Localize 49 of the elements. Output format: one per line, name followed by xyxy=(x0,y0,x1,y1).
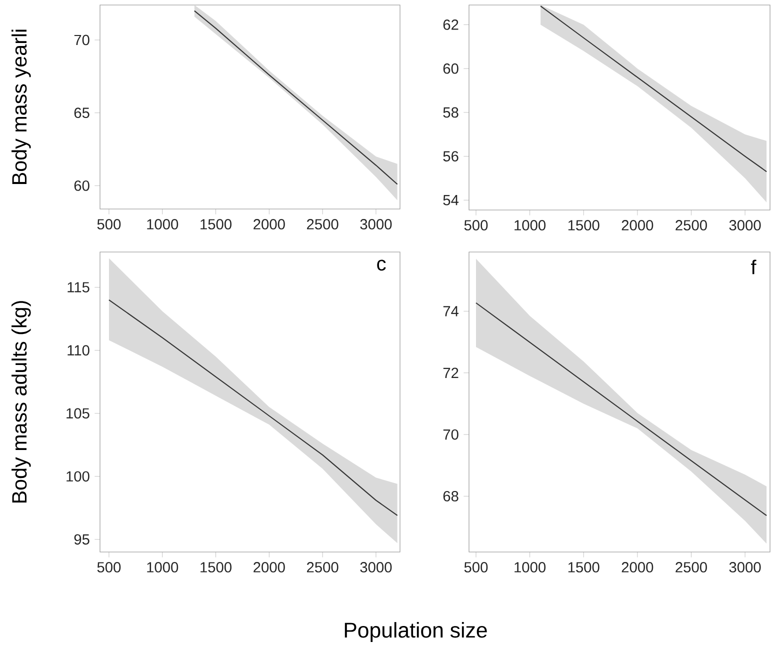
line-series xyxy=(540,6,768,172)
y-axis-title: Body mass adults (kg) xyxy=(12,301,31,503)
y-tick-label: 68 xyxy=(443,491,458,502)
x-tick-label: 1500 xyxy=(568,220,600,230)
x-tick-label: 1000 xyxy=(514,562,546,572)
x-tick-label: 3000 xyxy=(729,220,761,230)
x-tick-label: 2500 xyxy=(306,219,338,230)
y-tick-label: 62 xyxy=(443,20,458,30)
y-axis-title: Body mass yearli xyxy=(12,30,31,184)
y-tick-label: 54 xyxy=(443,195,459,206)
y-tick-label: 95 xyxy=(74,534,90,545)
x-tick-label: 1500 xyxy=(568,562,600,572)
y-tick-label: 60 xyxy=(443,63,458,74)
x-tick-label: 3000 xyxy=(729,562,761,572)
x-axis-title: Population size xyxy=(344,622,487,642)
y-tick-label: 60 xyxy=(74,180,90,191)
y-tick-label: 58 xyxy=(443,107,458,118)
x-tick-label: 3000 xyxy=(360,219,392,230)
y-tick-label: 100 xyxy=(66,471,90,482)
x-tick-label: 2000 xyxy=(254,219,285,230)
line-series xyxy=(108,299,398,516)
y-tick-label: 65 xyxy=(74,108,90,118)
y-tick-label: 115 xyxy=(68,282,90,292)
x-tick-label: 2000 xyxy=(254,562,285,572)
x-tick-label: 1500 xyxy=(200,219,232,230)
y-tick-label: 110 xyxy=(68,345,90,356)
x-tick-label: 1000 xyxy=(147,219,178,230)
x-tick-label: 2500 xyxy=(306,562,338,572)
x-tick-label: 2500 xyxy=(676,220,707,230)
x-tick-label: 1000 xyxy=(147,562,178,572)
y-tick-label: 70 xyxy=(74,34,90,46)
x-tick-label: 2000 xyxy=(622,220,654,230)
x-tick-label: 3000 xyxy=(360,562,392,572)
y-tick-label: 70 xyxy=(443,429,458,440)
x-tick-label: 1000 xyxy=(514,220,546,230)
x-tick-label: 500 xyxy=(464,220,488,230)
y-tick-label: 72 xyxy=(443,368,458,378)
y-tick-label: 56 xyxy=(443,151,458,162)
x-tick-label: 2000 xyxy=(622,562,654,572)
y-tick-label: 105 xyxy=(66,408,90,419)
x-tick-label: 500 xyxy=(464,562,488,572)
line-series xyxy=(475,302,768,516)
annotation: c xyxy=(377,260,386,271)
x-tick-label: 2500 xyxy=(676,562,707,572)
x-tick-label: 1500 xyxy=(200,562,232,572)
y-tick-label: 74 xyxy=(443,306,459,316)
x-tick-label: 500 xyxy=(97,562,121,572)
x-tick-label: 500 xyxy=(97,219,121,230)
annotation: f xyxy=(751,260,756,274)
